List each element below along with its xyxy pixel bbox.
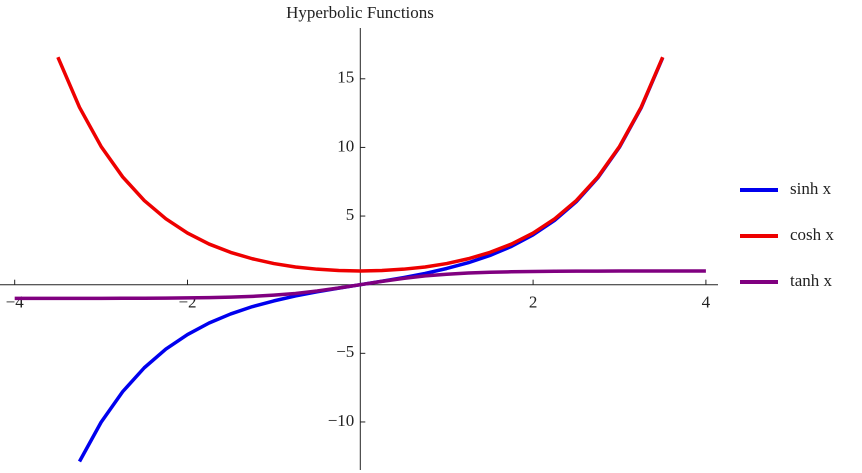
series-line — [77, 56, 665, 463]
y-tick-label: 15 — [337, 68, 354, 87]
series-line — [14, 269, 706, 301]
y-tick-label: 10 — [337, 136, 354, 155]
y-tick-label: −10 — [328, 411, 355, 430]
legend-label: cosh x — [790, 225, 834, 244]
x-tick-label: 4 — [702, 293, 711, 312]
legend-label: sinh x — [790, 179, 832, 198]
legend-label: tanh x — [790, 271, 833, 290]
x-tick-label: −4 — [6, 293, 25, 312]
x-tick-label: 2 — [529, 293, 538, 312]
series-line — [56, 56, 665, 273]
x-tick-label: −2 — [178, 293, 196, 312]
y-tick-label: 5 — [346, 205, 355, 224]
chart-title: Hyperbolic Functions — [286, 3, 434, 22]
y-tick-label: −5 — [336, 342, 354, 361]
